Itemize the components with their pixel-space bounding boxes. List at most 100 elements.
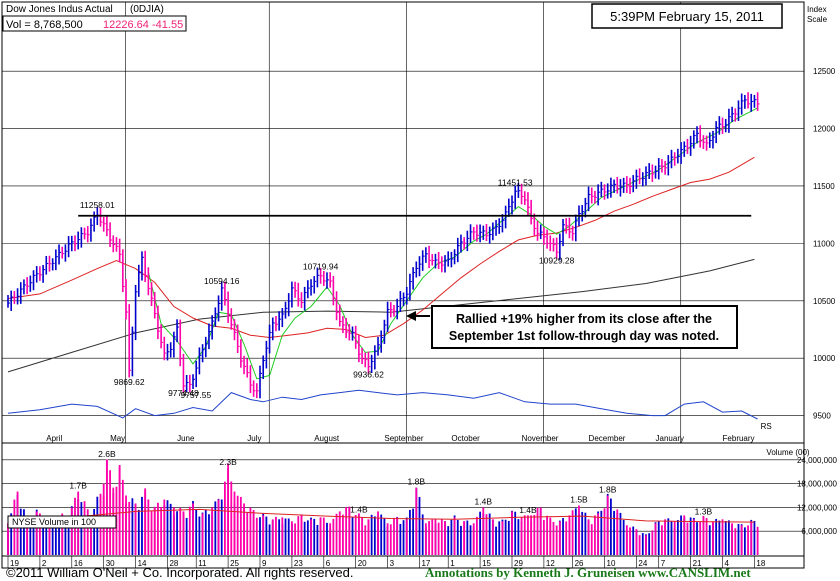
date-tick: 16: [74, 559, 83, 568]
index-symbol: (0DJIA): [130, 4, 164, 15]
date-tick: 4: [725, 559, 730, 568]
price-tick-9500: 9500: [813, 412, 831, 421]
index-name: Dow Jones Indus Actual: [6, 4, 113, 15]
price-label: 9869.62: [114, 377, 145, 387]
scale-subtitle: Scale: [807, 15, 828, 24]
date-tick: 9: [262, 559, 267, 568]
credit: Annotations by Kenneth J. Gruneisen www.…: [425, 565, 751, 580]
price-label: 10929.28: [539, 256, 575, 266]
month-label: July: [247, 434, 261, 443]
date-tick: 1: [450, 559, 455, 568]
volume-axis: 6,000,000 12,000,000 18,000,000 24,000,000: [797, 456, 838, 536]
price-label: 11451.53: [498, 178, 533, 188]
date-tick: 6: [326, 559, 331, 568]
volume-legend: NYSE Volume in 100: [12, 517, 96, 527]
volume-label: 1.8B: [408, 477, 426, 487]
date-tick: 14: [138, 559, 147, 568]
volume-labels-layer: 1.7B 2.6B 2.3B 1.4B 1.8B 1.4B 1.4B 1.5B 1.8B 1.3B: [69, 449, 712, 516]
price-label: 10594.16: [204, 276, 240, 286]
month-label: October: [451, 434, 480, 443]
rs-line-layer: RS: [7, 389, 772, 431]
volume-label: 1.4B: [350, 504, 368, 514]
price-tick-11000: 11000: [813, 239, 835, 248]
annotation-box: [431, 305, 738, 349]
volume-readout: Vol = 8,768,500: [6, 19, 83, 31]
volume-average-layer: [7, 508, 755, 523]
volume-tick: 24,000,000: [797, 456, 838, 465]
timestamp-box: [591, 3, 783, 29]
price-tick-12000: 12000: [813, 125, 836, 134]
volume-label: 1.4B: [475, 496, 493, 506]
annotation-arrow: [406, 311, 430, 321]
ma-50-line: [7, 156, 755, 339]
date-axis: 19 2 16 30 14 28 11 25 9 23 6 20 3 17 1 15 29 12 26 10 24 7 21…: [7, 434, 766, 568]
price-tick-10000: 10000: [813, 354, 836, 363]
price-tick-12500: 12500: [813, 67, 836, 76]
date-tick: 2: [42, 559, 47, 568]
date-axis-frame: [1, 555, 805, 569]
volume-average-line: [7, 508, 755, 523]
date-tick: 25: [230, 559, 239, 568]
date-tick: 10: [607, 559, 616, 568]
volume-tick: 6,000,000: [801, 527, 837, 536]
month-label: February: [723, 434, 755, 443]
date-tick: 19: [10, 559, 19, 568]
month-label: January: [656, 434, 684, 443]
month-label: May: [110, 434, 125, 443]
date-tick: 24: [638, 559, 647, 568]
month-label: June: [177, 434, 195, 443]
date-tick: 7: [661, 559, 666, 568]
date-tick: 29: [514, 559, 523, 568]
annotation-line-1: Rallied +19% higher from its close after…: [456, 312, 712, 326]
month-label: August: [314, 434, 340, 443]
month-label: April: [46, 434, 62, 443]
volume-legend-box: [7, 515, 117, 529]
volume-tick: 12,000,000: [797, 503, 838, 512]
volume-label: 1.4B: [519, 505, 537, 515]
price-label: 9774.48: [168, 388, 199, 398]
month-label: November: [522, 434, 559, 443]
copyright: ©2011 William O'Neil + Co. Incorporated.…: [6, 565, 353, 580]
volume-label: 1.7B: [69, 481, 87, 491]
price-label: 9757.55: [180, 390, 211, 400]
date-tick: 26: [575, 559, 584, 568]
date-tick: 12: [546, 559, 555, 568]
volume-label: 1.5B: [570, 494, 588, 504]
rs-line: [7, 389, 758, 420]
month-label: September: [384, 434, 423, 443]
price-change: -41.55: [152, 19, 183, 31]
volume-label: 1.3B: [695, 506, 713, 516]
timestamp: 5:39PM February 15, 2011: [610, 9, 764, 24]
scale-title: Index: [807, 5, 827, 14]
month-label: December: [589, 434, 626, 443]
volume-label: 2.6B: [98, 449, 116, 459]
volume-title: Volume (00): [766, 448, 809, 457]
date-tick: 23: [294, 559, 303, 568]
annotation-line-2: September 1st follow-through day was not…: [449, 329, 719, 343]
date-tick: 3: [390, 559, 395, 568]
date-tick: 30: [106, 559, 115, 568]
volume-label: 2.3B: [219, 457, 237, 467]
date-tick: 18: [756, 559, 765, 568]
volume-label: 1.8B: [599, 485, 617, 495]
price-axis: 9500 10000 10500 11000 11500 12000 12500: [813, 67, 836, 420]
date-tick: 11: [198, 559, 207, 568]
date-tick: 21: [693, 559, 702, 568]
price-bars-layer: [7, 92, 760, 399]
price-tick-11500: 11500: [813, 182, 835, 191]
date-tick: 20: [358, 559, 367, 568]
rs-label: RS: [761, 422, 772, 431]
last-price: 12226.64: [103, 19, 149, 31]
price-tick-10500: 10500: [813, 297, 836, 306]
date-tick: 17: [421, 559, 430, 568]
price-label: 11258.01: [80, 200, 115, 210]
volume-tick: 18,000,000: [797, 480, 838, 489]
price-label: 9936.62: [353, 369, 384, 379]
price-panel-frame: [1, 1, 805, 444]
price-label: 10719.94: [303, 262, 339, 272]
price-box: [2, 15, 187, 32]
date-tick: 15: [482, 559, 491, 568]
date-tick: 28: [169, 559, 178, 568]
